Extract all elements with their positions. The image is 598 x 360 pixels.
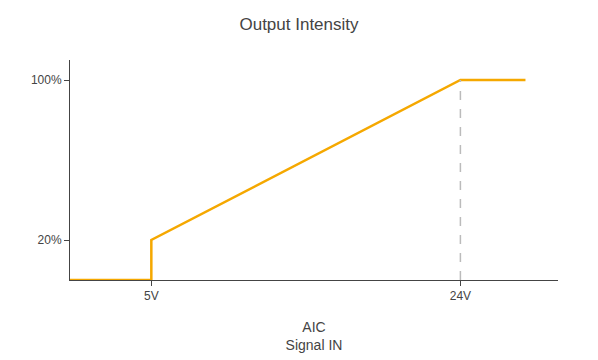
svg-text:20%: 20% xyxy=(38,233,62,247)
svg-text:5V: 5V xyxy=(144,289,159,303)
svg-text:24V: 24V xyxy=(450,289,471,303)
svg-text:Output Intensity: Output Intensity xyxy=(239,15,359,34)
svg-text:AICSignal IN: AICSignal IN xyxy=(286,319,343,353)
svg-text:100%: 100% xyxy=(31,73,62,87)
